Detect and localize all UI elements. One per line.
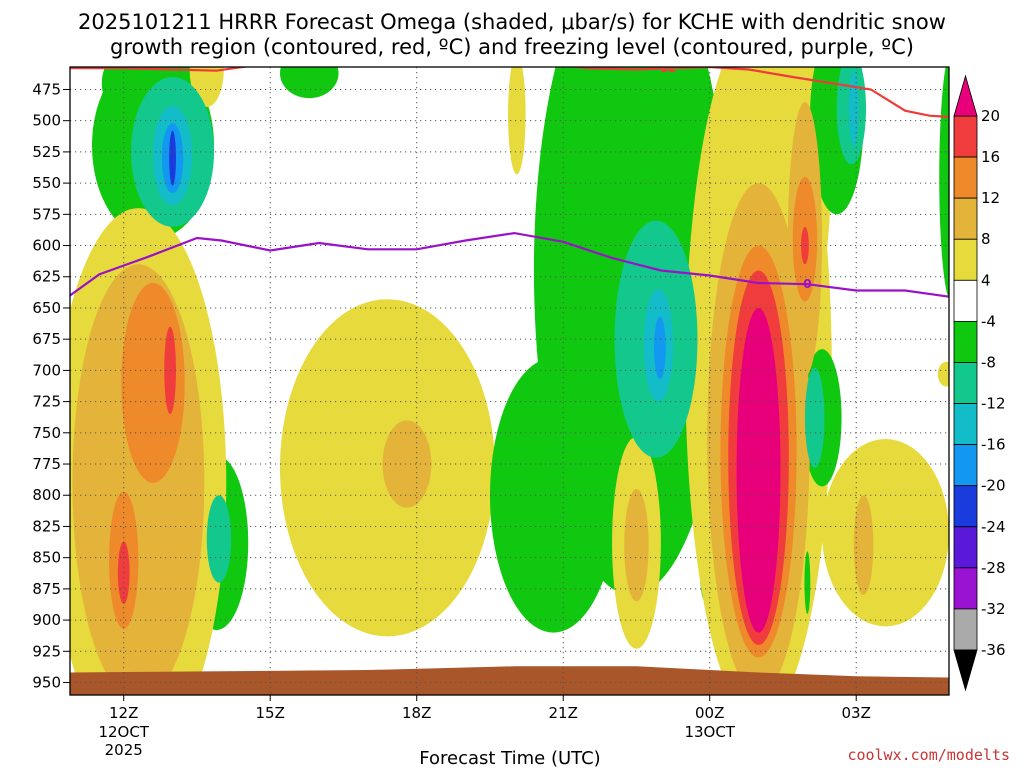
colorbar-arrow-top: [953, 74, 978, 117]
x-date-label-13OCT: 13OCT: [684, 723, 735, 741]
y-tick-label-950: 950: [32, 674, 61, 692]
omega-region-teal-1410-low: [206, 495, 232, 583]
colorbar-label--28: -28: [981, 559, 1006, 577]
x-tick-label-21Z: 21Z: [549, 704, 578, 722]
omega-region-yellow-0400-edge: [937, 361, 949, 387]
colorbar-bin-8to12: [953, 197, 978, 240]
colorbar-bin--8to-4: [953, 320, 978, 363]
y-tick-label-475: 475: [32, 80, 61, 98]
omega-region-gold-0300-low: [853, 495, 874, 596]
colorbar-label-8: 8: [981, 230, 991, 248]
colorbar-label--32: -32: [981, 600, 1006, 618]
colorbar-arrow-bottom: [953, 649, 978, 692]
colorbar-bin--4to4: [953, 279, 978, 322]
y-tick-label-900: 900: [32, 611, 61, 629]
omega-region-blue-2300: [654, 316, 666, 380]
colorbar-label-4: 4: [981, 271, 991, 289]
colorbar-bin--36to-32: [953, 608, 978, 651]
y-tick-label-600: 600: [32, 237, 61, 255]
omega-region-cyan-0215: [848, 70, 859, 146]
y-axis: 475 500 525 550 575 600 625 650 675 700 725 750 775 8…: [32, 80, 70, 692]
omega-region-teal-0230-low: [804, 367, 825, 468]
plot-frame: [69, 66, 950, 696]
colorbar-bin--32to-28: [953, 567, 978, 610]
y-tick-label-575: 575: [32, 205, 61, 223]
colorbar-bin-4to8: [953, 238, 978, 281]
contour-dgz-minus12: [70, 67, 949, 118]
y-tick-label-700: 700: [32, 361, 61, 379]
omega-region-gold-1740-mid: [382, 420, 432, 508]
y-tick-label-750: 750: [32, 424, 61, 442]
y-tick-label-625: 625: [32, 268, 61, 286]
x-tick-label-00Z: 00Z: [695, 704, 724, 722]
colorbar-label--8: -8: [981, 353, 996, 371]
x-tick-label-03Z: 03Z: [842, 704, 871, 722]
x-tick-label-15Z: 15Z: [256, 704, 285, 722]
colorbar-label--20: -20: [981, 477, 1006, 495]
omega-region-green-0200-thin: [804, 551, 811, 614]
y-tick-label-800: 800: [32, 486, 61, 504]
colorbar-label-16: 16: [981, 148, 1000, 166]
x-tick-label-12Z: 12Z: [109, 704, 138, 722]
omega-region-red-0200: [801, 226, 809, 265]
y-tick-label-675: 675: [32, 330, 61, 348]
y-tick-label-500: 500: [32, 112, 61, 130]
colorbar-label-12: 12: [981, 189, 1000, 207]
chart-title-line-2: growth region (contoured, red, ºC) and f…: [110, 35, 914, 59]
colorbar-label--12: -12: [981, 395, 1006, 413]
omega-region-yellow-2010-top: [508, 67, 526, 175]
y-tick-label-925: 925: [32, 642, 61, 660]
x-date-label-2025: 2025: [105, 741, 143, 759]
omega-region-yellow-0330-low: [822, 439, 949, 627]
omega-region-magenta-0100: [736, 307, 781, 633]
chart-title-line-1: 2025101211 HRRR Forecast Omega (shaded, …: [78, 10, 946, 34]
terrain-ground: [70, 666, 949, 695]
colorbar-bin--12to-8: [953, 362, 978, 404]
omega-region-darkblue-1200: [169, 130, 176, 186]
colorbar-label--4: -4: [981, 312, 996, 330]
contour-label-dgz-minus12: -12: [655, 61, 677, 75]
y-tick-label-525: 525: [32, 143, 61, 161]
y-tick-label-775: 775: [32, 455, 61, 473]
contour-layer: -12 0: [70, 61, 949, 298]
colorbar-label--24: -24: [981, 518, 1006, 536]
omega-region-green-1515-top: [279, 67, 339, 99]
x-date-label-12OCT: 12OCT: [98, 723, 149, 741]
omega-region-green-2100-lower: [489, 357, 617, 633]
colorbar-label--36: -36: [981, 641, 1006, 659]
x-axis-label: Forecast Time (UTC): [419, 748, 600, 768]
omega-region-gold-2250-low: [624, 488, 649, 602]
y-tick-label-725: 725: [32, 393, 61, 411]
colorbar-bin--24to-20: [953, 485, 978, 528]
y-tick-label-550: 550: [32, 174, 61, 192]
contour-freezing-level-0: [70, 231, 949, 298]
y-tick-label-825: 825: [32, 517, 61, 535]
x-tick-label-18Z: 18Z: [402, 704, 431, 722]
colorbar-bin--16to-12: [953, 403, 978, 446]
colorbar-label--16: -16: [981, 436, 1006, 454]
y-tick-label-650: 650: [32, 299, 61, 317]
colorbar: 20 16 12 8 4 -4 -8 -12 -16 -20 -24 -28 -32 -36: [953, 74, 1006, 692]
plot-area: -12 0: [70, 61, 949, 695]
colorbar-bin-12to16: [953, 156, 978, 199]
credit-link[interactable]: coolwx.com/modelts: [847, 746, 1010, 764]
omega-region-yellow-0200-top: [804, 67, 813, 87]
omega-shading: [70, 67, 949, 695]
colorbar-bin--28to-24: [953, 526, 978, 569]
y-tick-label-850: 850: [32, 549, 61, 567]
colorbar-label-20: 20: [981, 107, 1000, 125]
contour-label-freezing-level-0: 0: [803, 277, 811, 291]
omega-region-green-0400-edge: [939, 67, 949, 300]
terrain-layer: [70, 666, 949, 695]
y-tick-label-875: 875: [32, 580, 61, 598]
colorbar-bin-16to20: [953, 115, 978, 158]
colorbar-bin--20to-16: [953, 444, 978, 487]
